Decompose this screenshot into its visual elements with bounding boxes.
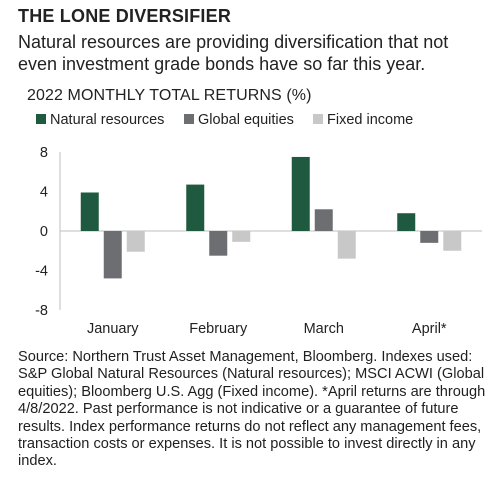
bar-fixed-income-april bbox=[443, 231, 462, 251]
legend-swatch-natural-resources bbox=[36, 114, 46, 124]
y-tick-label: 0 bbox=[40, 224, 48, 240]
y-tick-label: 8 bbox=[40, 145, 48, 161]
page-title: THE LONE DIVERSIFIER bbox=[18, 6, 232, 26]
y-tick-label: -4 bbox=[35, 264, 48, 280]
bar-natural-resources-april bbox=[397, 213, 416, 231]
bar-group-april bbox=[397, 213, 462, 251]
bar-fixed-income-february bbox=[232, 231, 251, 242]
y-tick-label: 4 bbox=[40, 185, 48, 201]
x-tick-label: April* bbox=[412, 321, 447, 337]
bar-fixed-income-march bbox=[337, 231, 356, 259]
x-tick-label: January bbox=[87, 321, 139, 337]
bar-global-equities-january bbox=[103, 231, 122, 279]
legend-item-fixed-income: Fixed income bbox=[313, 112, 413, 128]
bar-group-january bbox=[80, 192, 145, 279]
bar-natural-resources-january bbox=[80, 192, 99, 231]
y-tick-label: -8 bbox=[35, 303, 48, 319]
legend-swatch-fixed-income bbox=[313, 114, 323, 124]
legend-label-fixed-income: Fixed income bbox=[327, 112, 413, 128]
x-tick-label: March bbox=[304, 321, 344, 337]
page-subtitle: Natural resources are providing diversif… bbox=[18, 32, 449, 74]
chart-title: 2022 MONTHLY TOTAL RETURNS (%) bbox=[27, 87, 312, 104]
legend-item-natural-resources: Natural resources bbox=[36, 112, 164, 128]
legend-swatch-global-equities bbox=[184, 114, 194, 124]
bar-group-march bbox=[291, 156, 356, 259]
chart-legend: Natural resources Global equities Fixed in… bbox=[36, 112, 413, 128]
bar-group-february bbox=[186, 184, 251, 256]
legend-label-natural-resources: Natural resources bbox=[50, 112, 164, 128]
legend-item-global-equities: Global equities bbox=[184, 112, 294, 128]
source-note: Source: Northern Trust Asset Management,… bbox=[18, 349, 486, 470]
bar-natural-resources-march bbox=[291, 156, 310, 231]
chart-axes: 8 4 0 -4 -8 January February March April* bbox=[35, 145, 482, 337]
bar-global-equities-april bbox=[420, 231, 439, 243]
bar-natural-resources-february bbox=[186, 184, 205, 231]
bar-fixed-income-january bbox=[126, 231, 145, 252]
legend-label-global-equities: Global equities bbox=[198, 112, 294, 128]
x-tick-label: February bbox=[189, 321, 248, 337]
bar-global-equities-february bbox=[209, 231, 228, 256]
chart-bars bbox=[80, 156, 462, 279]
bar-chart: Natural resources Global equities Fixed in… bbox=[35, 112, 482, 337]
bar-global-equities-march bbox=[314, 209, 333, 231]
